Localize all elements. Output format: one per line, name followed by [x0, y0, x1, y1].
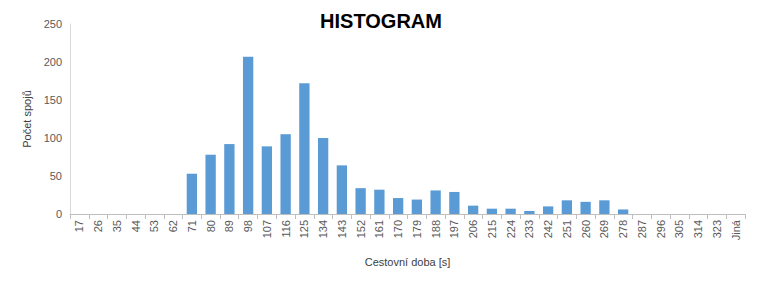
svg-text:62: 62 [167, 220, 179, 232]
svg-text:116: 116 [280, 220, 292, 238]
svg-text:224: 224 [505, 220, 517, 238]
svg-text:Cestovní doba [s]: Cestovní doba [s] [365, 256, 451, 268]
svg-text:80: 80 [205, 220, 217, 232]
svg-text:Jiná: Jiná [730, 219, 742, 240]
svg-text:179: 179 [411, 220, 423, 238]
svg-text:197: 197 [448, 220, 460, 238]
svg-text:71: 71 [186, 220, 198, 232]
svg-text:134: 134 [317, 220, 329, 238]
svg-text:251: 251 [561, 220, 573, 238]
svg-text:161: 161 [373, 220, 385, 238]
svg-text:Počet spojů: Počet spojů [21, 90, 33, 147]
svg-text:152: 152 [355, 220, 367, 238]
svg-text:17: 17 [73, 220, 85, 232]
svg-text:305: 305 [673, 220, 685, 238]
svg-text:100: 100 [44, 132, 62, 144]
svg-text:HISTOGRAM: HISTOGRAM [320, 10, 442, 32]
svg-text:143: 143 [336, 220, 348, 238]
svg-text:206: 206 [467, 220, 479, 238]
svg-text:44: 44 [130, 220, 142, 232]
svg-text:250: 250 [44, 18, 62, 30]
svg-text:170: 170 [392, 220, 404, 238]
svg-text:98: 98 [242, 220, 254, 232]
svg-text:200: 200 [44, 56, 62, 68]
svg-text:260: 260 [580, 220, 592, 238]
svg-text:50: 50 [50, 170, 62, 182]
svg-text:0: 0 [56, 208, 62, 220]
svg-text:296: 296 [655, 220, 667, 238]
svg-text:287: 287 [636, 220, 648, 238]
svg-text:269: 269 [598, 220, 610, 238]
svg-text:242: 242 [542, 220, 554, 238]
svg-text:278: 278 [617, 220, 629, 238]
svg-text:125: 125 [298, 220, 310, 238]
svg-text:314: 314 [692, 220, 704, 238]
svg-text:35: 35 [111, 220, 123, 232]
svg-text:215: 215 [486, 220, 498, 238]
svg-text:107: 107 [261, 220, 273, 238]
svg-text:323: 323 [711, 220, 723, 238]
svg-text:53: 53 [148, 220, 160, 232]
svg-text:150: 150 [44, 94, 62, 106]
svg-text:188: 188 [430, 220, 442, 238]
svg-text:89: 89 [223, 220, 235, 232]
svg-text:26: 26 [92, 220, 104, 232]
svg-text:233: 233 [523, 220, 535, 238]
